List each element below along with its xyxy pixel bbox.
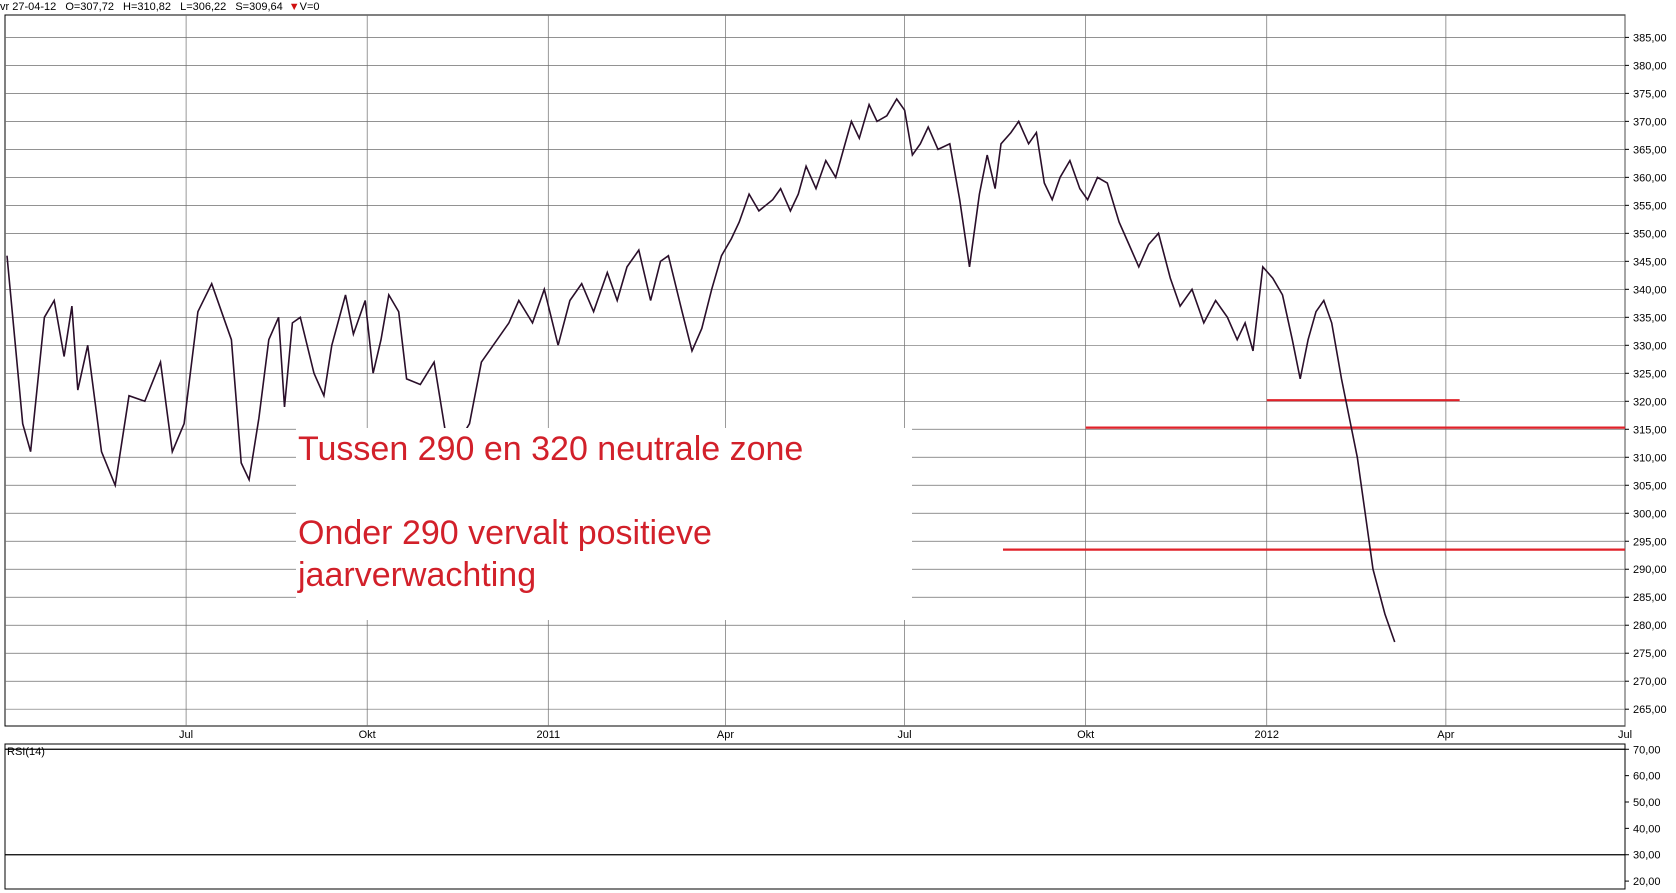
price-y-tick-label: 330,00 [1633,340,1667,352]
quote-low: L=306,22 [180,1,227,13]
rsi-panel-frame [4,743,1626,890]
price-y-tick-label: 280,00 [1633,620,1667,632]
rsi-panel: RSI(14) 70,00 60,00 50,00 40,00 30,00 20,00 [4,743,1661,890]
quote-date: vr 27-04-12 [0,1,57,13]
price-x-tick-label: Jul [179,729,193,741]
price-x-tick-label: Jul [898,729,912,741]
annotation-below-290-line1: Onder 290 vervalt positieve [298,514,712,552]
price-x-tick-label: Okt [359,729,376,741]
rsi-y-tick-label: 70,00 [1633,744,1661,756]
price-y-tick-label: 310,00 [1633,452,1667,464]
rsi-levels [5,748,1625,856]
price-y-tick-label: 300,00 [1633,508,1667,520]
quote-close: S=309,64 [235,1,283,13]
price-y-tick-label: 340,00 [1633,284,1667,296]
price-y-tick-label: 270,00 [1633,676,1667,688]
rsi-y-axis: 70,00 60,00 50,00 40,00 30,00 20,00 [1625,744,1661,888]
rsi-y-tick-label: 50,00 [1633,797,1661,809]
rsi-y-tick-label: 20,00 [1633,876,1661,888]
price-y-tick-label: 295,00 [1633,536,1667,548]
support-lines [1002,399,1625,551]
price-y-tick-label: 290,00 [1633,564,1667,576]
price-x-tick-label: Apr [1437,729,1454,741]
price-x-tick-label: 2012 [1255,729,1279,741]
price-x-tick-label: Jul [1618,729,1632,741]
annotation-below-290-line2: jaarverwachting [297,556,536,594]
price-panel: Tussen 290 en 320 neutrale zone Onder 29… [4,14,1667,889]
quote-volume: V=0 [299,1,320,13]
price-x-axis: Jul Okt 2011 Apr Jul Okt 2012 Apr Jul [179,729,1632,741]
price-x-tick-label: Okt [1077,729,1094,741]
rsi-y-tick-label: 30,00 [1633,850,1661,862]
price-y-tick-label: 265,00 [1633,704,1667,716]
quote-header: vr 27-04-12 O=307,72 H=310,82 L=306,22 S… [0,0,326,14]
annotation-backdrop [296,428,912,620]
price-y-axis: 385,00 380,00 375,00 370,00 365,00 360,00 355,… [1625,32,1667,716]
annotation-neutral-zone: Tussen 290 en 320 neutrale zone [298,430,803,468]
price-y-tick-label: 335,00 [1633,312,1667,324]
price-y-tick-label: 365,00 [1633,144,1667,156]
price-y-tick-label: 380,00 [1633,60,1667,72]
rsi-y-tick-label: 40,00 [1633,823,1661,835]
quote-high: H=310,82 [123,1,172,13]
price-y-tick-label: 305,00 [1633,480,1667,492]
price-y-tick-label: 370,00 [1633,116,1667,128]
price-x-tick-label: Apr [717,729,734,741]
price-y-tick-label: 355,00 [1633,200,1667,212]
price-y-tick-label: 325,00 [1633,368,1667,380]
rsi-title: RSI(14) [7,746,45,758]
price-y-tick-label: 315,00 [1633,424,1667,436]
price-y-tick-label: 385,00 [1633,32,1667,44]
price-y-tick-label: 360,00 [1633,172,1667,184]
price-x-tick-label: 2011 [536,729,560,741]
rsi-y-tick-label: 60,00 [1633,771,1661,783]
price-y-tick-label: 320,00 [1633,396,1667,408]
price-y-tick-label: 275,00 [1633,648,1667,660]
quote-open: O=307,72 [65,1,114,13]
price-y-tick-label: 285,00 [1633,592,1667,604]
price-y-tick-label: 350,00 [1633,228,1667,240]
down-arrow-icon: ▼ [288,1,300,13]
price-line [6,97,1396,643]
price-y-tick-label: 345,00 [1633,256,1667,268]
price-y-tick-label: 375,00 [1633,88,1667,100]
